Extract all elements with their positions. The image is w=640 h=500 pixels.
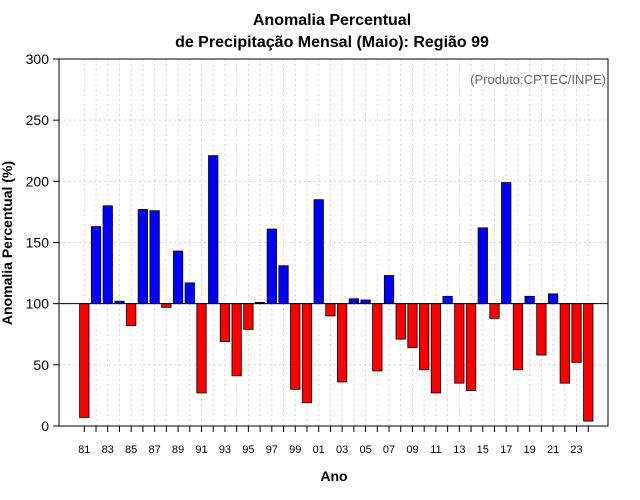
xtick-label-97: 97	[266, 444, 278, 456]
xtick-label-17: 17	[500, 444, 512, 456]
bar-92	[208, 155, 219, 305]
bar-85	[126, 303, 137, 327]
bar-09	[407, 303, 418, 349]
bar-86	[137, 209, 148, 305]
bar-04	[348, 298, 359, 305]
bar-05	[360, 299, 371, 305]
bar-88	[161, 303, 172, 308]
bar-98	[278, 265, 289, 305]
bar-03	[337, 303, 348, 383]
bar-87	[149, 210, 160, 305]
chart-title-line1: Anomalia Percentual	[253, 12, 411, 29]
bar-14	[465, 303, 477, 391]
xtick-label-09: 09	[406, 444, 418, 456]
bar-12	[442, 295, 453, 305]
product-credit: (Produto:CPTEC/INPE)	[470, 72, 606, 87]
bar-24	[583, 303, 594, 422]
xtick-label-01: 01	[313, 444, 325, 456]
x-axis-ticks: 81 83 85 87 89 91 93 95 97 99 01 03 05 07 09 11 13 15 17 19…	[78, 426, 589, 456]
bar-90	[184, 282, 195, 305]
x-axis-label: Ano	[320, 468, 347, 484]
bar-93	[219, 303, 231, 342]
ytick-label-3: 150	[26, 235, 50, 251]
bar-11	[430, 303, 442, 394]
bar-07	[383, 275, 395, 305]
xtick-label-89: 89	[172, 444, 184, 456]
bar-91	[196, 303, 207, 394]
xtick-label-11: 11	[430, 444, 441, 456]
bar-20	[536, 303, 547, 356]
chart-title-line2: de Precipitação Mensal (Maio): Região 99	[175, 34, 489, 51]
xtick-label-13: 13	[453, 444, 465, 456]
xtick-label-83: 83	[102, 444, 114, 456]
bar-23	[571, 303, 582, 363]
bar-83	[102, 205, 113, 305]
bar-08	[395, 303, 406, 340]
bar-06	[372, 303, 383, 372]
bar-series	[79, 155, 594, 422]
y-axis-label: Anomalia Percentual (%)	[0, 161, 15, 325]
bar-22	[559, 303, 570, 384]
bar-19	[524, 295, 535, 305]
ytick-label-0: 0	[41, 418, 49, 434]
xtick-label-21: 21	[547, 444, 559, 456]
bar-00	[301, 303, 313, 404]
bar-18	[512, 303, 524, 371]
ytick-label-6: 300	[26, 51, 50, 67]
bar-16	[489, 303, 500, 319]
bar-17	[501, 182, 512, 305]
xtick-label-91: 91	[195, 444, 207, 456]
xtick-label-23: 23	[570, 444, 582, 456]
xtick-label-19: 19	[524, 444, 536, 456]
xtick-label-03: 03	[336, 444, 348, 456]
ytick-label-5: 250	[26, 112, 50, 128]
bar-94	[231, 303, 242, 377]
bar-13	[454, 303, 465, 384]
bar-10	[419, 303, 430, 371]
xtick-label-05: 05	[359, 444, 371, 456]
xtick-label-87: 87	[148, 444, 160, 456]
bar-82	[90, 226, 102, 305]
bar-97	[266, 228, 277, 305]
xtick-label-95: 95	[242, 444, 254, 456]
xtick-label-81: 81	[78, 444, 90, 456]
ytick-label-1: 50	[33, 357, 49, 373]
ytick-label-2: 100	[26, 296, 50, 312]
bar-02	[325, 303, 336, 317]
bar-81	[79, 303, 90, 418]
bar-89	[172, 250, 184, 305]
bar-15	[477, 227, 488, 305]
bar-95	[243, 303, 254, 330]
bar-99	[290, 303, 301, 390]
xtick-label-93: 93	[219, 444, 231, 456]
xtick-label-99: 99	[289, 444, 301, 456]
bar-21	[548, 293, 559, 305]
xtick-label-07: 07	[383, 444, 395, 456]
y-axis-ticks: 0 50 100 150 200 250 300	[26, 51, 59, 434]
xtick-label-85: 85	[125, 444, 137, 456]
bar-01	[313, 199, 324, 305]
xtick-label-15: 15	[477, 444, 489, 456]
ytick-label-4: 200	[26, 173, 50, 189]
